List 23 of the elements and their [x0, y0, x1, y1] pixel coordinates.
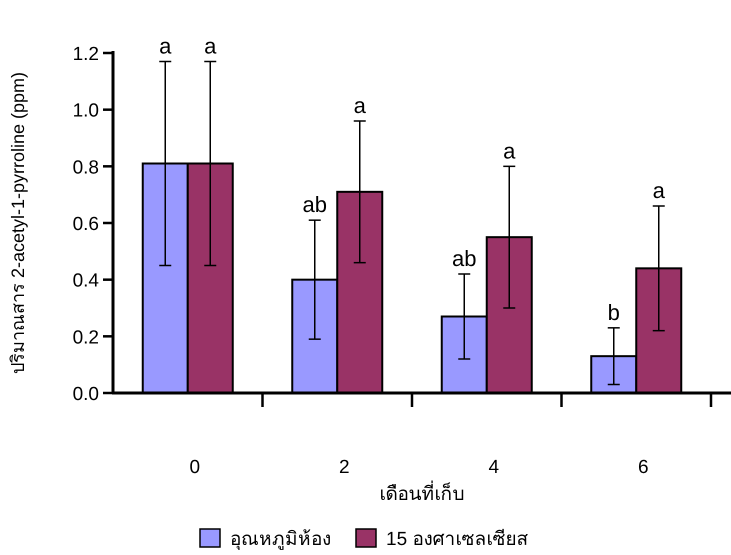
- annotation: ab: [302, 192, 327, 218]
- y-tick-label: 0.0: [72, 384, 99, 405]
- annotation: b: [608, 300, 620, 325]
- y-tick-label: 1.0: [72, 100, 99, 122]
- annotation: ab: [452, 246, 476, 271]
- y-tick-label: 1.2: [72, 44, 99, 65]
- legend-label: 15 องศาเซลเซียส: [386, 528, 528, 550]
- annotation: a: [204, 34, 218, 58]
- legend-label: อุณหภูมิห้อง: [230, 529, 331, 551]
- x-axis-title: เดือนที่เก็บ: [380, 480, 464, 505]
- y-tick-label: 0.6: [72, 214, 99, 235]
- x-tick-label: 2: [338, 457, 350, 478]
- y-tick-label: 0.4: [72, 270, 100, 292]
- x-tick-label: 4: [488, 457, 500, 478]
- x-tick-label: 6: [638, 457, 649, 478]
- annotation: a: [503, 138, 516, 164]
- y-tick-label: 0.8: [72, 157, 99, 178]
- x-tick-label: 0: [189, 457, 200, 478]
- y-tick-label: 0.2: [72, 327, 99, 348]
- annotation: a: [159, 34, 172, 58]
- annotation: a: [652, 178, 666, 203]
- y-axis-title: ปริมาณสาร 2-acetyl-1-pyrroline (ppm): [8, 72, 28, 374]
- annotation: a: [354, 93, 367, 118]
